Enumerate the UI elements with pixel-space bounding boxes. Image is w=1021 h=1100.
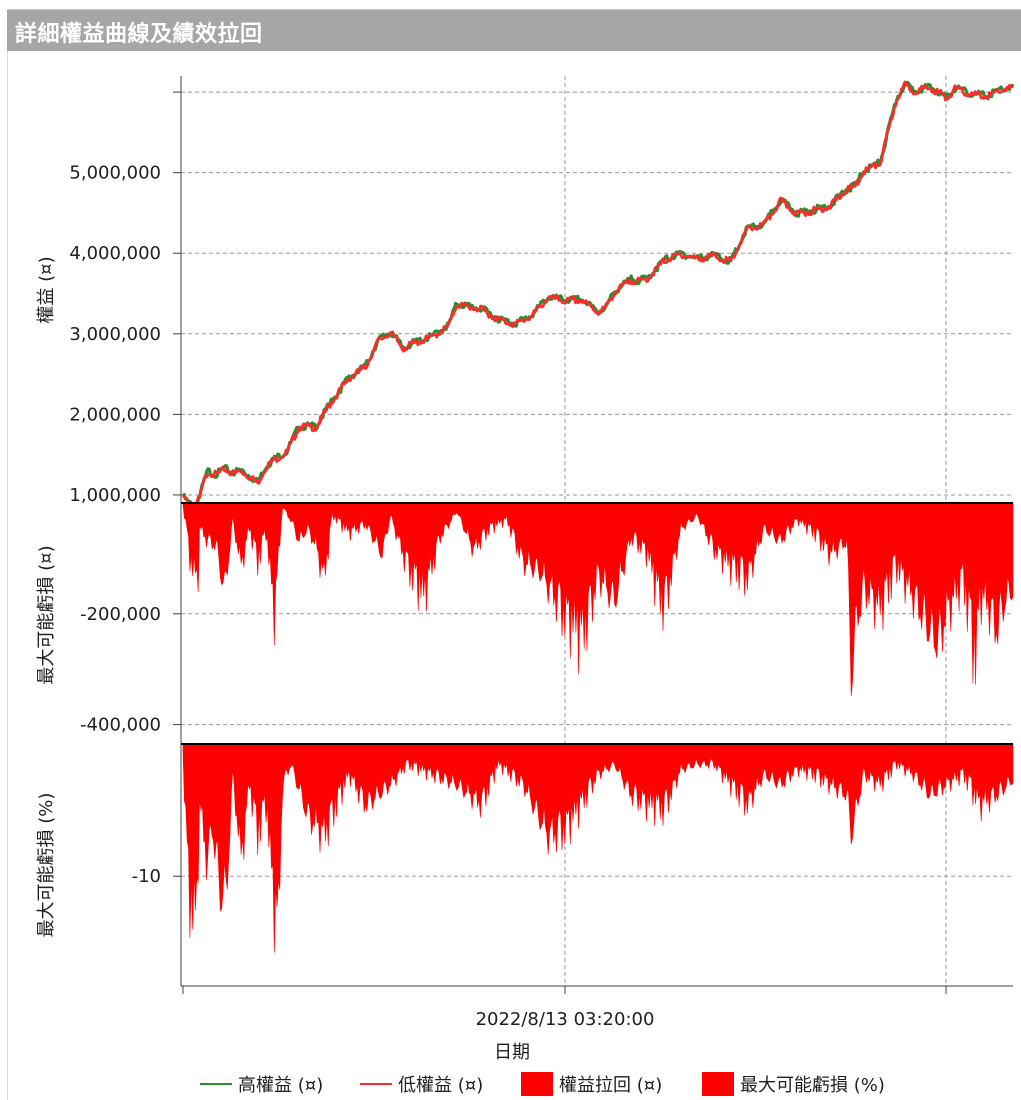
equity-drawdown-chart: 1,000,000 2,000,000 3,000,000 4,000,000 5,00…	[36, 76, 1015, 1063]
y-tick-label: -10	[132, 866, 161, 887]
legend-item-low-equity: 低權益 (¤)	[360, 1070, 483, 1098]
data-layer	[181, 80, 1015, 953]
max-loss-pct-area	[182, 743, 1014, 953]
equity-drawdown-area	[182, 502, 1014, 697]
x-tick-label: 2022/8/13 03:20:00	[476, 1009, 655, 1030]
legend-item-max-loss-pct: 最大可能虧損 (%)	[702, 1070, 885, 1098]
window-title: 詳細權益曲線及績效拉回	[15, 22, 263, 47]
y-tick-label: 4,000,000	[69, 243, 161, 264]
y-tick-label: 3,000,000	[69, 324, 161, 345]
legend-swatch-high-equity	[200, 1083, 232, 1085]
y-tick-label: -400,000	[80, 715, 161, 736]
legend-label-low-equity: 低權益 (¤)	[398, 1075, 484, 1096]
y-tick-label: 2,000,000	[69, 404, 161, 425]
legend-item-equity-drawdown: 權益拉回 (¤)	[521, 1070, 662, 1098]
equity-y-axis-title: 權益 (¤)	[36, 256, 57, 323]
high-equity-line	[181, 80, 1015, 509]
legend-item-high-equity: 高權益 (¤)	[200, 1070, 323, 1098]
legend-label-high-equity: 高權益 (¤)	[238, 1075, 324, 1096]
low-equity-line	[181, 80, 1015, 511]
legend-swatch-max-loss-pct	[702, 1072, 734, 1096]
legend-swatch-low-equity	[360, 1083, 392, 1085]
y-tick-label: -200,000	[80, 604, 161, 625]
chart-legend: 高權益 (¤) 低權益 (¤) 權益拉回 (¤) 最大可能虧損 (%)	[0, 1070, 1021, 1098]
x-axis-title: 日期	[494, 1042, 530, 1063]
drawdown-abs-y-axis-title: 最大可能虧損 (¤)	[36, 545, 57, 684]
window-titlebar: 詳細權益曲線及績效拉回	[7, 9, 1021, 51]
legend-swatch-equity-drawdown	[521, 1072, 553, 1096]
drawdown-pct-y-axis-title: 最大可能虧損 (%)	[36, 793, 57, 938]
legend-label-equity-drawdown: 權益拉回 (¤)	[559, 1075, 663, 1096]
axis-layer: 1,000,000 2,000,000 3,000,000 4,000,000 5,00…	[69, 76, 1013, 994]
window-left-border	[7, 51, 8, 1100]
y-tick-label: 5,000,000	[69, 163, 161, 184]
legend-label-max-loss-pct: 最大可能虧損 (%)	[740, 1075, 885, 1096]
y-tick-label: 1,000,000	[69, 485, 161, 506]
